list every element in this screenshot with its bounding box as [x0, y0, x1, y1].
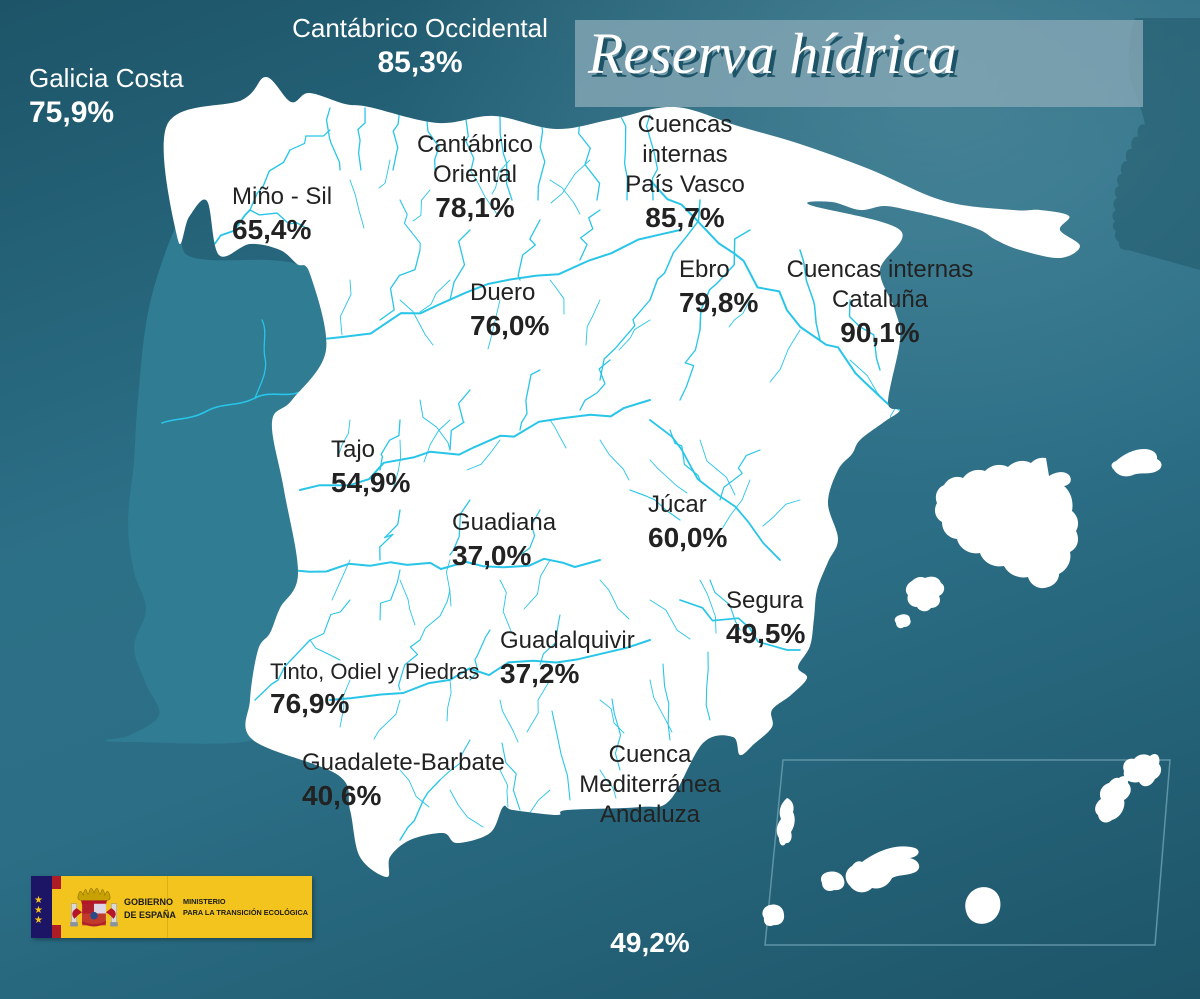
svg-text:★: ★: [34, 915, 43, 924]
